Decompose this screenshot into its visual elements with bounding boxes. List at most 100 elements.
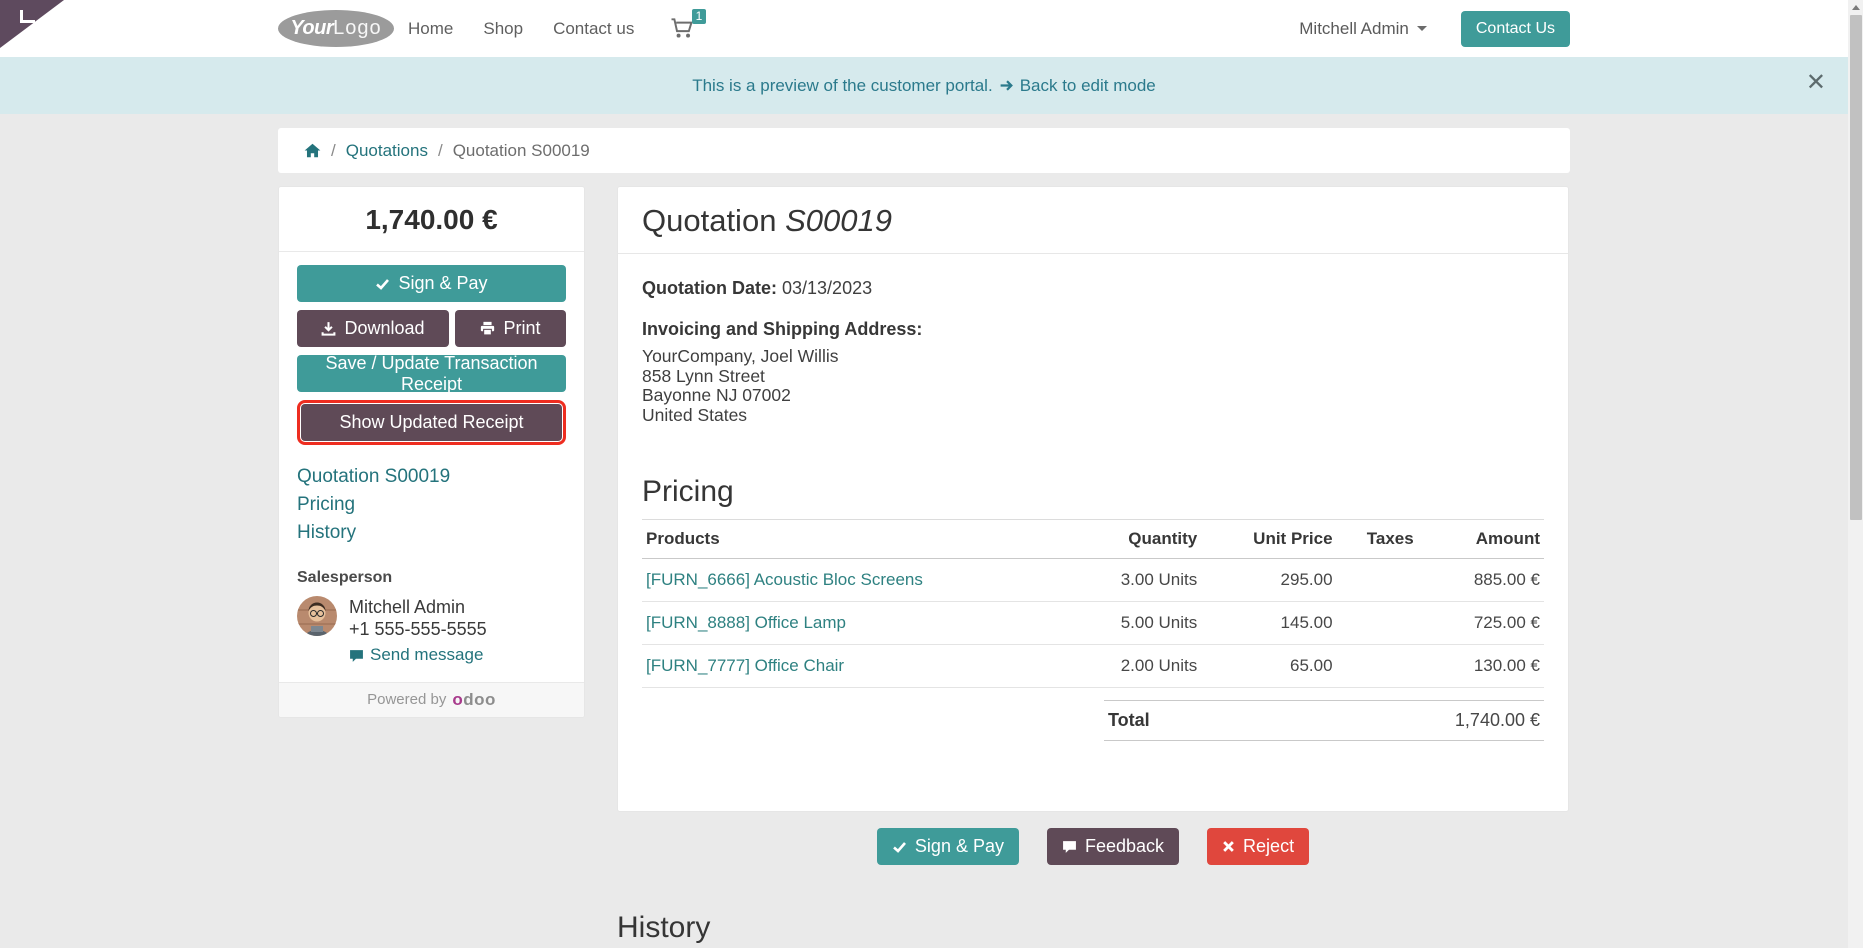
x-mark-icon [1222,840,1235,853]
user-menu[interactable]: Mitchell Admin [1299,19,1427,39]
col-header-unit-price: Unit Price [1201,519,1337,559]
cart-icon [670,18,696,39]
salesperson-section: Salesperson [279,569,584,668]
sidebar-link-history[interactable]: History [297,522,357,543]
address-line: United States [642,404,748,425]
contact-us-button[interactable]: Contact Us [1460,10,1570,47]
check-icon [375,277,390,291]
col-header-amount: Amount [1417,519,1544,559]
sign-and-pay-label: Sign & Pay [398,273,488,293]
sign-and-pay-bottom-button[interactable]: Sign & Pay [876,828,1019,865]
sign-and-pay-button[interactable]: Sign & Pay [297,265,566,302]
send-message-label: Send message [370,645,484,664]
col-header-products: Products [642,519,1039,559]
user-menu-label: Mitchell Admin [1299,18,1409,38]
sidebar-link-quotation[interactable]: Quotation S00019 [297,466,451,487]
history-heading: History [617,911,711,944]
breadcrumb-current: Quotation S00019 [452,140,590,160]
check-icon [892,840,907,854]
send-message-link[interactable]: Send message [349,645,483,665]
address-line: YourCompany, Joel Willis [642,346,839,366]
product-link[interactable]: [FURN_8888] Office Lamp [646,613,846,632]
vertical-scrollbar [1848,0,1863,948]
totals-row: Total 1,740.00 € [1104,700,1544,741]
powered-by-text: Powered by [367,691,447,708]
taxes-cell [1336,558,1418,602]
logo-text-light: Logo [333,17,382,39]
preview-banner-message: This is a preview of the customer portal… [692,75,993,95]
quotation-card: Quotation S00019 Quotation Date: 03/13/2… [617,186,1569,812]
address-line: Bayonne NJ 07002 [642,385,791,405]
quotation-date-line: Quotation Date: 03/13/2023 [642,278,1544,299]
quotation-actions: Sign & Pay Feedback Reject [617,828,1569,865]
download-button[interactable]: Download [297,310,449,347]
print-label: Print [503,318,541,338]
unit-price-cell: 145.00 [1201,601,1337,645]
sidebar-link-pricing[interactable]: Pricing [297,494,356,515]
speech-bubble-icon [1062,839,1077,854]
scrollbar-up-button[interactable] [1848,0,1863,15]
amount-cell: 130.00 € [1417,644,1544,688]
breadcrumb-quotations-link[interactable]: Quotations [345,140,428,160]
chevron-down-icon [1416,26,1427,31]
nav-link-shop[interactable]: Shop [483,18,524,38]
pricing-heading: Pricing [642,475,734,508]
reject-label: Reject [1243,836,1295,856]
nav-link-home[interactable]: Home [408,18,454,38]
table-row: [FURN_8888] Office Lamp 5.00 Units 145.0… [642,601,1544,645]
highlighted-button-outline: Show Updated Receipt [297,400,566,445]
reject-button[interactable]: Reject [1207,828,1310,865]
print-button[interactable]: Print [455,310,566,347]
preview-corner-ribbon[interactable] [0,0,64,48]
feedback-label: Feedback [1084,836,1165,856]
salesperson-label: Salesperson [297,569,393,586]
taxes-cell [1336,644,1418,688]
close-icon[interactable]: ✕ [1805,69,1826,96]
quotation-date-label: Quotation Date: [642,278,777,298]
taxes-cell [1336,601,1418,645]
home-icon [304,143,321,158]
site-logo[interactable]: Your Logo [278,10,394,47]
product-link[interactable]: [FURN_7777] Office Chair [646,656,845,675]
pricing-table: Products Quantity Unit Price Taxes Amoun… [642,519,1544,688]
total-value: 1,740.00 € [1454,710,1540,730]
cart-button[interactable]: 1 [670,9,707,39]
quantity-cell: 5.00 Units [1038,601,1202,645]
save-update-receipt-label: Save / Update Transaction Receipt [325,352,538,394]
back-to-edit-label: Back to edit mode [1019,75,1156,95]
pricing-table-header: Products Quantity Unit Price Taxes Amoun… [642,519,1544,559]
quotation-card-header: Quotation S00019 [618,187,1568,254]
salesperson-name: Mitchell Admin [349,597,466,617]
product-link[interactable]: [FURN_6666] Acoustic Bloc Screens [646,570,923,589]
breadcrumb: / Quotations / Quotation S00019 [278,128,1570,173]
top-navbar: Your Logo Home Shop Contact us 1 Mitchell… [0,0,1848,57]
address-line: 858 Lynn Street [642,365,765,386]
quotation-date-value: 03/13/2023 [782,278,873,298]
quotation-title-label: Quotation [642,203,777,238]
amount-cell: 725.00 € [1417,601,1544,645]
table-row: [FURN_7777] Office Chair 2.00 Units 65.0… [642,644,1544,688]
unit-price-cell: 65.00 [1201,644,1337,688]
save-update-receipt-button[interactable]: Save / Update Transaction Receipt [297,352,566,394]
odoo-logo[interactable]: odoo [452,689,496,709]
back-to-edit-link[interactable]: Back to edit mode [999,76,1156,96]
amount-cell: 885.00 € [1417,558,1544,602]
sign-and-pay-bottom-label: Sign & Pay [914,836,1004,856]
show-updated-receipt-button[interactable]: Show Updated Receipt [301,404,562,441]
nav-link-contact-us[interactable]: Contact us [553,18,635,38]
col-header-quantity: Quantity [1038,519,1202,559]
avatar [297,596,337,636]
arrow-right-icon [999,79,1014,92]
page-title: Quotation S00019 [642,203,1544,239]
unit-price-cell: 295.00 [1201,558,1337,602]
scrollbar-thumb[interactable] [1849,15,1862,520]
col-header-taxes: Taxes [1336,519,1418,559]
download-icon [321,321,336,336]
breadcrumb-home-link[interactable] [304,143,321,158]
quotation-number: S00019 [785,203,892,238]
preview-banner: This is a preview of the customer portal… [0,57,1848,114]
feedback-button[interactable]: Feedback [1046,828,1180,865]
corner-glyph-icon [20,10,35,23]
breadcrumb-separator: / [331,140,336,160]
total-amount: 1,740.00 € [279,187,584,252]
